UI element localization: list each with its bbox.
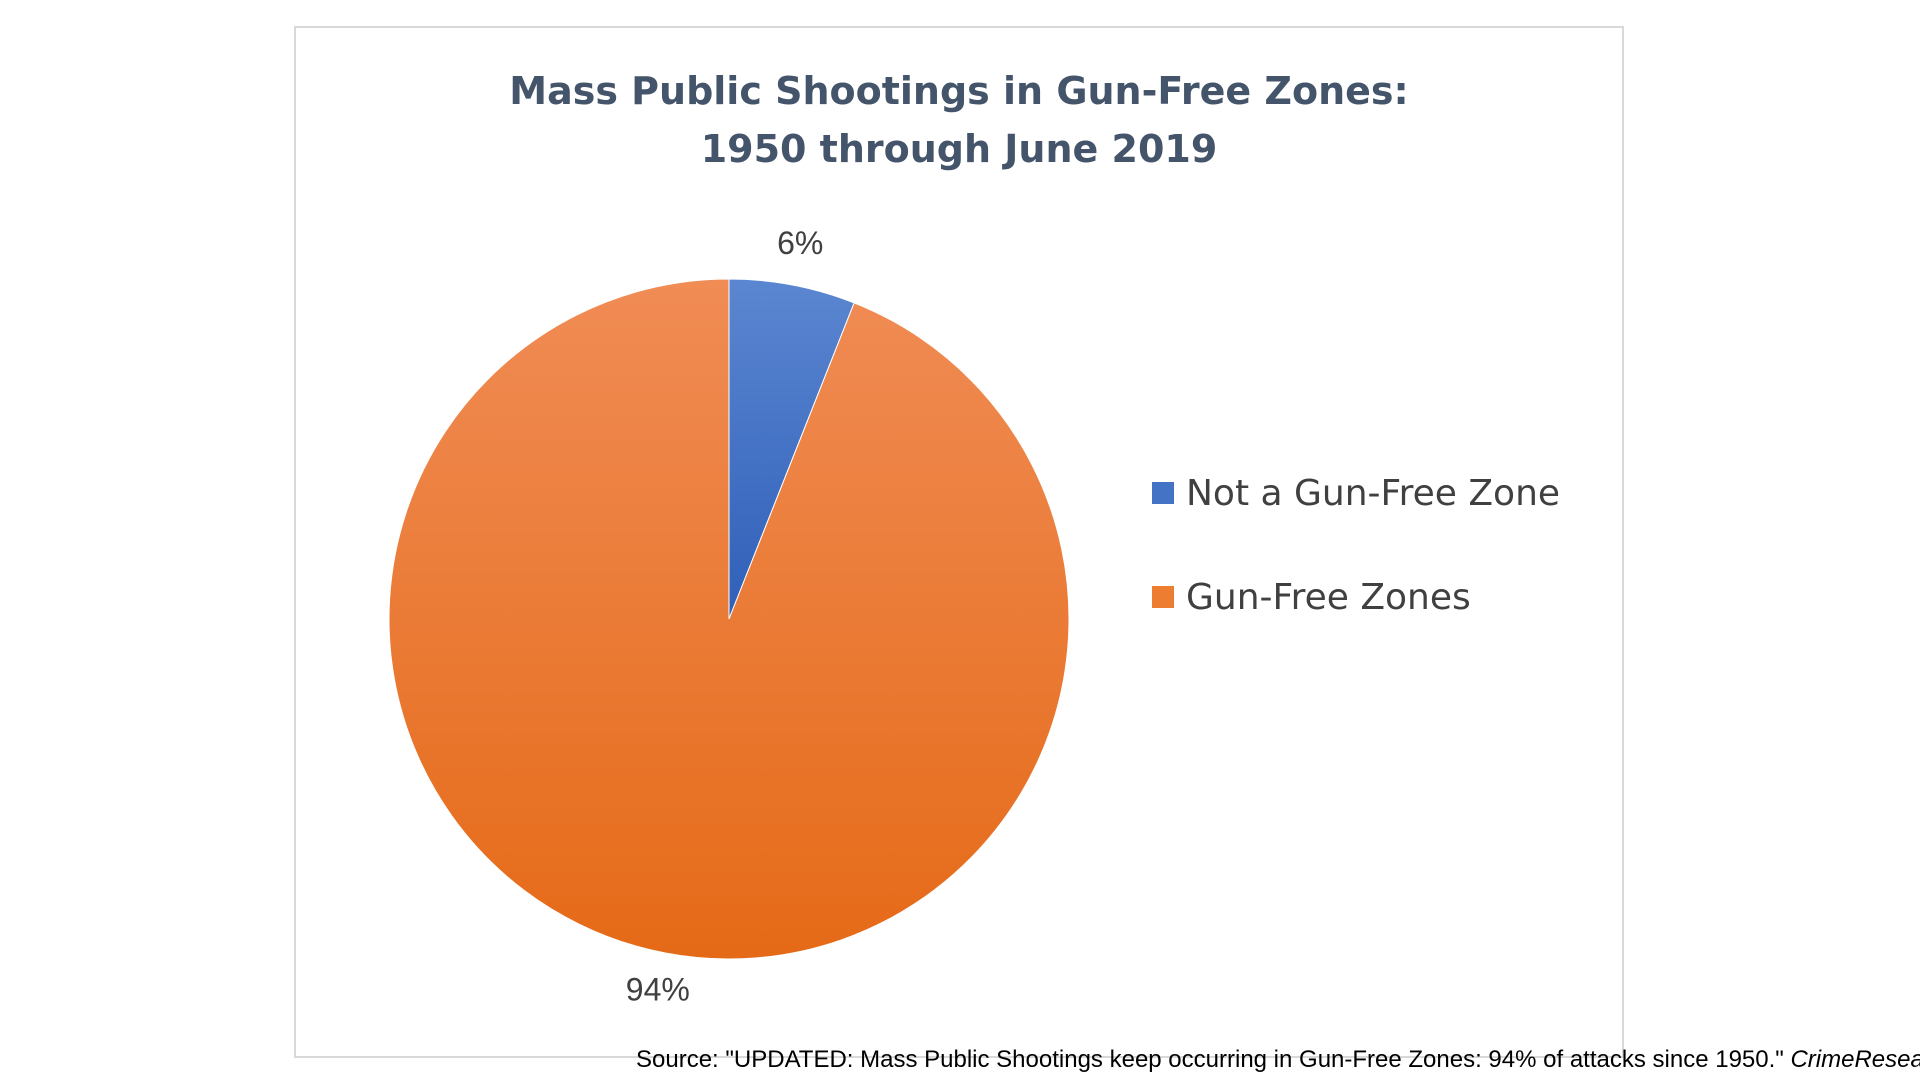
legend-item-gun-free-zones: Gun-Free Zones xyxy=(1152,572,1560,622)
pie-slice-gun-free-zones xyxy=(388,278,1070,960)
legend-label-not-gun-free-zone: Not a Gun-Free Zone xyxy=(1186,472,1561,514)
pie-slice-not-gun-free-zone xyxy=(728,278,855,620)
legend-label-gun-free-zones: Gun-Free Zones xyxy=(1186,576,1471,618)
data-label-not-gun-free-zone: 6% xyxy=(777,225,823,261)
legend-item-not-gun-free-zone: Not a Gun-Free Zone xyxy=(1152,468,1560,518)
chart-title: Mass Public Shootings in Gun-Free Zones:… xyxy=(294,62,1624,178)
chart-title-line-2: 1950 through June 2019 xyxy=(700,127,1218,171)
source-note: Source: "UPDATED: Mass Public Shootings … xyxy=(636,1046,1920,1074)
source-text: Source: "UPDATED: Mass Public Shootings … xyxy=(636,1046,1791,1073)
data-label-gun-free-zones: 94% xyxy=(626,972,690,1008)
legend-swatch-gun-free-zones xyxy=(1152,586,1174,608)
legend-swatch-not-gun-free-zone xyxy=(1152,482,1174,504)
legend: Not a Gun-Free Zone Gun-Free Zones xyxy=(1152,468,1560,676)
source-site: CrimeResearch.org xyxy=(1790,1046,1920,1073)
chart-title-line-1: Mass Public Shootings in Gun-Free Zones: xyxy=(509,69,1409,113)
